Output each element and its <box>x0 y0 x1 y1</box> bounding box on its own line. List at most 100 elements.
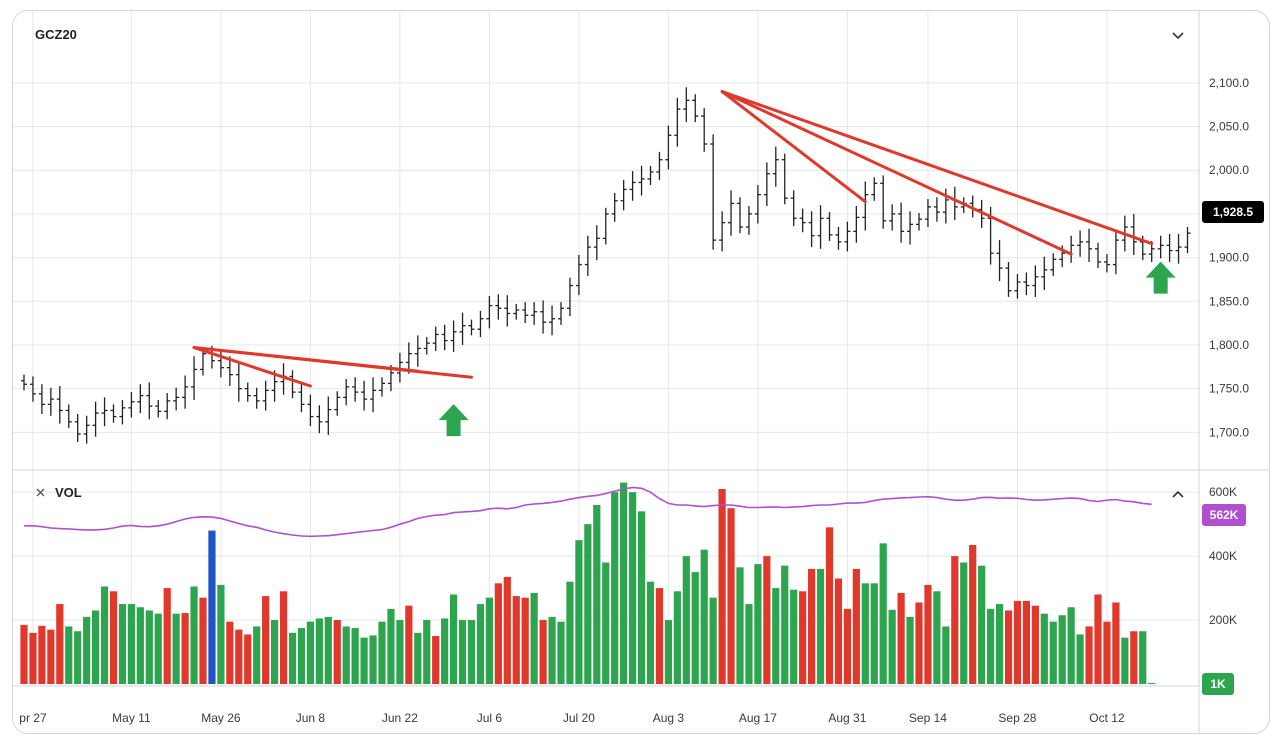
volume-bar <box>772 588 780 684</box>
price-bar <box>316 405 323 434</box>
volume-bar <box>288 632 297 684</box>
volume-ma-line <box>24 486 1152 538</box>
time-tick-label: Jun 22 <box>382 711 418 725</box>
price-bar <box>307 394 314 427</box>
price-bar <box>817 205 824 249</box>
volume-bar <box>602 562 610 684</box>
volume-bar <box>450 594 458 684</box>
volume-bar <box>297 628 306 684</box>
price-bar <box>101 397 108 427</box>
volume-bar <box>897 592 905 684</box>
close-x-icon[interactable] <box>36 488 45 497</box>
price-bar <box>468 319 475 336</box>
price-bar <box>924 199 931 227</box>
price-bar <box>933 197 940 222</box>
price-bar <box>745 206 752 235</box>
volume-bar <box>503 576 511 684</box>
trendlines <box>192 90 1154 388</box>
volume-bar <box>136 607 144 684</box>
price-bar <box>1157 235 1164 259</box>
price-bar <box>441 324 448 351</box>
volume-bar <box>47 629 55 684</box>
price-bar <box>119 399 126 425</box>
time-tick-label: pr 27 <box>19 711 47 725</box>
trendline <box>720 90 1073 256</box>
volume-bar <box>1103 621 1111 684</box>
volume-bar <box>1058 615 1066 684</box>
volume-bar <box>906 616 914 684</box>
price-bar <box>513 303 520 320</box>
price-bar <box>549 305 556 336</box>
price-bar <box>1086 228 1093 262</box>
trendline <box>720 90 1154 246</box>
time-tick-label: Jun 8 <box>296 711 326 725</box>
trendline <box>192 346 312 388</box>
volume-bars <box>20 482 1156 685</box>
volume-bar <box>915 602 923 684</box>
price-bar <box>584 235 591 276</box>
price-bar <box>146 382 153 420</box>
time-tick-label: May 11 <box>112 711 151 725</box>
price-bar <box>495 294 502 320</box>
chevron-down-icon[interactable] <box>1172 32 1184 40</box>
price-bar <box>889 204 896 231</box>
volume-bar <box>467 620 476 684</box>
price-bar <box>1041 256 1048 290</box>
price-tick-label: 1,850.0 <box>1209 294 1249 308</box>
volume-bar <box>682 556 690 684</box>
price-bar <box>916 213 922 231</box>
volume-bar <box>691 572 699 684</box>
volume-bar <box>20 624 28 684</box>
volume-bar <box>423 620 431 684</box>
price-bar <box>737 197 743 234</box>
volume-bar <box>861 583 869 684</box>
price-bar <box>47 387 54 416</box>
price-bar <box>486 296 493 329</box>
price-bar <box>996 240 1003 282</box>
price-bar <box>799 208 806 233</box>
axis-labels: 1,700.01,750.01,800.01,850.01,900.01,950… <box>19 76 1249 725</box>
price-bar <box>477 310 484 338</box>
volume-moving-average <box>24 486 1152 538</box>
trendline <box>192 346 473 379</box>
price-bar <box>253 387 260 409</box>
volume-bar <box>557 621 565 684</box>
chart-svg[interactable]: 1,700.01,750.01,800.01,850.01,900.01,950… <box>13 11 1269 733</box>
price-bar <box>235 361 242 402</box>
price-bar <box>191 356 198 400</box>
volume-bar <box>951 556 959 684</box>
price-bar <box>575 254 582 296</box>
volume-tick-label: 400K <box>1209 549 1237 563</box>
price-bar <box>522 302 529 324</box>
price-bar <box>674 97 681 147</box>
price-bar <box>629 171 636 201</box>
volume-bar <box>333 620 341 684</box>
volume-bar <box>217 584 225 684</box>
volume-average-text: 562K <box>1210 508 1239 522</box>
volume-bar <box>1085 626 1093 684</box>
price-bar <box>182 375 189 409</box>
volume-bar <box>1076 634 1084 684</box>
price-bar <box>880 175 887 229</box>
up-arrow-icon <box>1145 261 1176 294</box>
chevron-up-icon[interactable] <box>1172 490 1184 498</box>
volume-bar <box>816 568 825 684</box>
volume-bar <box>235 629 243 684</box>
price-bar <box>1005 261 1012 297</box>
price-bar <box>244 382 251 402</box>
volume-bar <box>637 511 646 684</box>
volume-bar <box>253 626 261 684</box>
price-bar <box>370 377 377 413</box>
price-bar <box>1014 274 1021 299</box>
volume-bar <box>852 568 860 684</box>
volume-bar <box>799 591 807 684</box>
volume-bar <box>745 604 753 684</box>
price-bar <box>396 352 403 383</box>
price-bar <box>379 377 385 397</box>
volume-bar <box>65 626 73 684</box>
price-bar <box>656 151 663 180</box>
volume-bar <box>432 636 440 684</box>
volume-bar <box>163 588 171 684</box>
price-bar <box>853 206 860 243</box>
volume-bar <box>494 583 502 684</box>
